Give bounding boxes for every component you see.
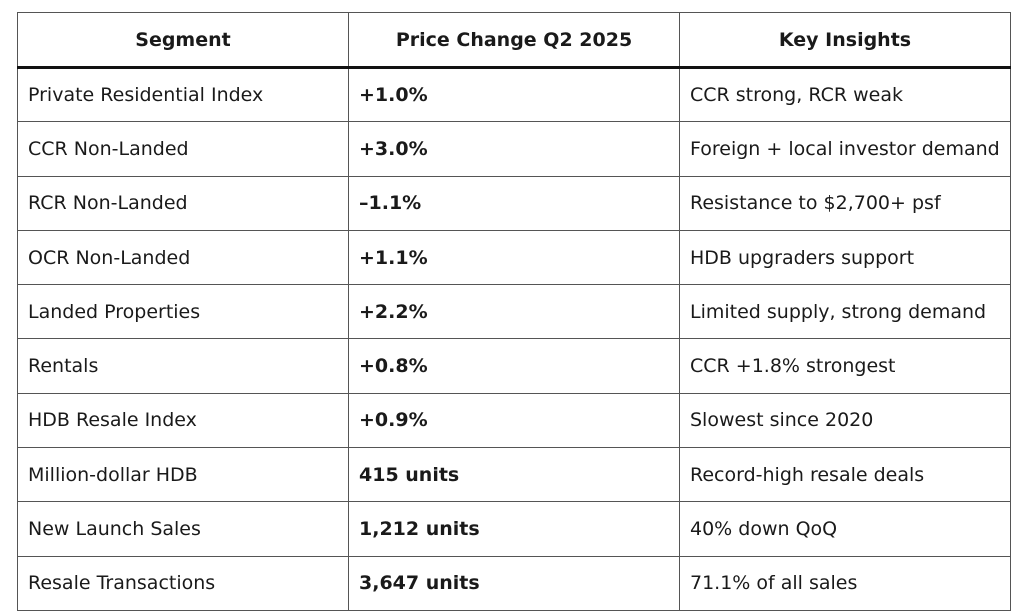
table-row: OCR Non-Landed +1.1% HDB upgraders suppo…: [17, 229, 1011, 286]
table-header: Segment Price Change Q2 2025 Key Insight…: [17, 12, 1011, 69]
cell-segment: Landed Properties: [17, 284, 349, 340]
cell-price-change: +2.2%: [348, 284, 680, 340]
market-summary-table-container: Segment Price Change Q2 2025 Key Insight…: [17, 12, 1011, 611]
table-body: Private Residential Index +1.0% CCR stro…: [17, 66, 1011, 611]
cell-segment: New Launch Sales: [17, 501, 349, 557]
cell-segment: Private Residential Index: [17, 66, 349, 123]
cell-insight: CCR strong, RCR weak: [679, 66, 1011, 123]
cell-insight: 71.1% of all sales: [679, 555, 1011, 611]
cell-price-change: 415 units: [348, 447, 680, 503]
table-row: New Launch Sales 1,212 units 40% down Qo…: [17, 501, 1011, 557]
cell-segment: OCR Non-Landed: [17, 229, 349, 286]
table-row: HDB Resale Index +0.9% Slowest since 202…: [17, 392, 1011, 449]
cell-price-change: +1.0%: [348, 66, 680, 123]
table-row: Landed Properties +2.2% Limited supply, …: [17, 284, 1011, 340]
cell-insight: Record-high resale deals: [679, 447, 1011, 503]
cell-segment: RCR Non-Landed: [17, 175, 349, 231]
header-price-change: Price Change Q2 2025: [348, 12, 680, 69]
market-summary-table: Segment Price Change Q2 2025 Key Insight…: [17, 12, 1011, 611]
header-key-insights: Key Insights: [679, 12, 1011, 69]
cell-segment: HDB Resale Index: [17, 392, 349, 449]
cell-insight: 40% down QoQ: [679, 501, 1011, 557]
cell-price-change: +1.1%: [348, 229, 680, 286]
cell-price-change: +0.8%: [348, 338, 680, 394]
cell-insight: CCR +1.8% strongest: [679, 338, 1011, 394]
cell-segment: CCR Non-Landed: [17, 121, 349, 177]
table-row: Million-dollar HDB 415 units Record-high…: [17, 447, 1011, 503]
table-row: Private Residential Index +1.0% CCR stro…: [17, 66, 1011, 123]
cell-insight: Resistance to $2,700+ psf: [679, 175, 1011, 231]
cell-insight: Foreign + local investor demand: [679, 121, 1011, 177]
cell-price-change: +0.9%: [348, 392, 680, 449]
header-row: Segment Price Change Q2 2025 Key Insight…: [17, 12, 1011, 69]
table-row: CCR Non-Landed +3.0% Foreign + local inv…: [17, 121, 1011, 177]
cell-price-change: 1,212 units: [348, 501, 680, 557]
cell-insight: HDB upgraders support: [679, 229, 1011, 286]
cell-insight: Slowest since 2020: [679, 392, 1011, 449]
cell-insight: Limited supply, strong demand: [679, 284, 1011, 340]
cell-segment: Rentals: [17, 338, 349, 394]
table-row: Rentals +0.8% CCR +1.8% strongest: [17, 338, 1011, 394]
table-row: RCR Non-Landed –1.1% Resistance to $2,70…: [17, 175, 1011, 231]
cell-segment: Resale Transactions: [17, 555, 349, 611]
cell-segment: Million-dollar HDB: [17, 447, 349, 503]
cell-price-change: –1.1%: [348, 175, 680, 231]
header-segment: Segment: [17, 12, 349, 69]
table-row: Resale Transactions 3,647 units 71.1% of…: [17, 555, 1011, 611]
cell-price-change: 3,647 units: [348, 555, 680, 611]
cell-price-change: +3.0%: [348, 121, 680, 177]
